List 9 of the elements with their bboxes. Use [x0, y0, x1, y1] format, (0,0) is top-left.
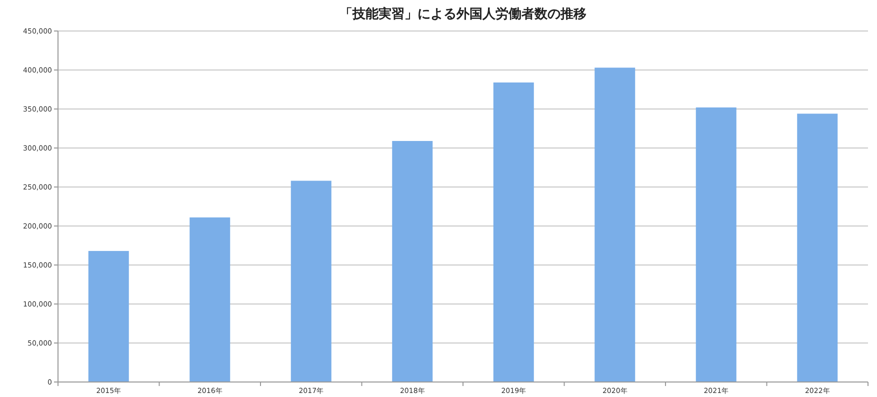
bar [594, 68, 636, 382]
bar [493, 82, 534, 382]
bar [392, 140, 433, 382]
bar [88, 250, 129, 382]
chart-title: 「技能実習」による外国人労働者数の推移 [340, 6, 586, 22]
bar [190, 217, 230, 382]
bar [290, 180, 332, 382]
bar [797, 114, 838, 382]
bar [696, 107, 736, 382]
